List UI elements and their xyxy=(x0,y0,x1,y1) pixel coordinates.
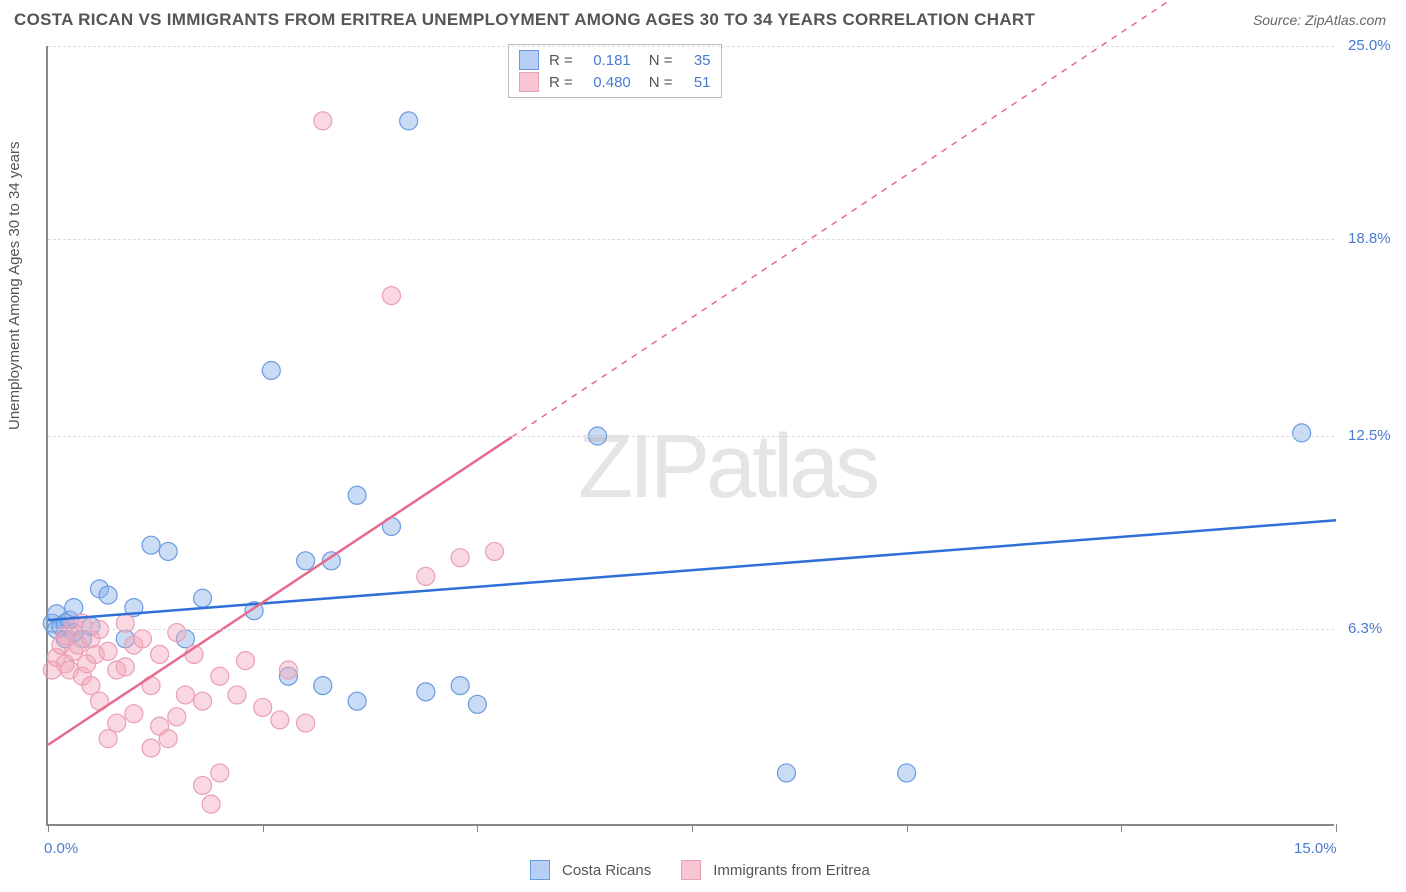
scatter-point xyxy=(108,714,126,732)
x-tick xyxy=(263,824,264,832)
scatter-point xyxy=(176,686,194,704)
scatter-point xyxy=(451,549,469,567)
scatter-point xyxy=(99,586,117,604)
legend-r-label: R = xyxy=(549,52,573,69)
x-tick xyxy=(477,824,478,832)
scatter-point xyxy=(202,795,220,813)
legend-swatch xyxy=(681,860,701,880)
legend-swatch xyxy=(530,860,550,880)
legend-swatch xyxy=(519,72,539,92)
scatter-point xyxy=(236,652,254,670)
scatter-point xyxy=(159,542,177,560)
regression-line xyxy=(48,437,512,745)
y-tick-label: 6.3% xyxy=(1348,620,1382,637)
scatter-point xyxy=(168,708,186,726)
plot-svg xyxy=(48,46,1334,824)
scatter-point xyxy=(211,764,229,782)
scatter-point xyxy=(262,361,280,379)
legend-swatch xyxy=(519,50,539,70)
scatter-point xyxy=(898,764,916,782)
x-tick xyxy=(692,824,693,832)
scatter-point xyxy=(254,698,272,716)
plot-area: ZIPatlas R =0.181N =35R =0.480N =51 6.3%… xyxy=(46,46,1334,826)
scatter-point xyxy=(348,692,366,710)
x-tick xyxy=(48,824,49,832)
scatter-point xyxy=(297,552,315,570)
legend-correlation-row: R = 0.181 N = 35 xyxy=(519,49,711,71)
scatter-point xyxy=(451,677,469,695)
scatter-point xyxy=(133,630,151,648)
legend-n-value: 51 xyxy=(683,74,711,91)
scatter-point xyxy=(297,714,315,732)
regression-line xyxy=(48,520,1336,620)
legend-correlation: R = 0.181 N = 35 R = 0.480 N = 51 xyxy=(508,44,722,98)
legend-correlation-row: R = 0.480 N = 51 xyxy=(519,71,711,93)
scatter-point xyxy=(194,776,212,794)
legend-n-label: N = xyxy=(649,74,673,91)
x-tick xyxy=(907,824,908,832)
legend-r-label: R = xyxy=(549,74,573,91)
legend-r-value: 0.480 xyxy=(583,74,631,91)
gridline xyxy=(48,46,1334,47)
scatter-point xyxy=(99,642,117,660)
scatter-point xyxy=(777,764,795,782)
x-tick xyxy=(1121,824,1122,832)
scatter-point xyxy=(400,112,418,130)
scatter-point xyxy=(228,686,246,704)
scatter-point xyxy=(382,287,400,305)
scatter-point xyxy=(417,567,435,585)
scatter-point xyxy=(314,677,332,695)
scatter-point xyxy=(211,667,229,685)
legend-series-label: Costa Ricans xyxy=(562,862,651,879)
scatter-point xyxy=(271,711,289,729)
scatter-point xyxy=(279,661,297,679)
scatter-point xyxy=(417,683,435,701)
x-tick xyxy=(1336,824,1337,832)
y-axis-label: Unemployment Among Ages 30 to 34 years xyxy=(6,141,23,430)
x-tick-label: 15.0% xyxy=(1294,840,1337,857)
scatter-point xyxy=(125,705,143,723)
scatter-point xyxy=(151,645,169,663)
y-tick-label: 18.8% xyxy=(1348,230,1391,247)
gridline xyxy=(48,239,1334,240)
y-tick-label: 25.0% xyxy=(1348,37,1391,54)
scatter-point xyxy=(194,589,212,607)
gridline xyxy=(48,629,1334,630)
legend-n-value: 35 xyxy=(683,52,711,69)
scatter-point xyxy=(159,730,177,748)
scatter-point xyxy=(142,536,160,554)
scatter-point xyxy=(116,658,134,676)
scatter-point xyxy=(314,112,332,130)
scatter-point xyxy=(168,624,186,642)
legend-series-label: Immigrants from Eritrea xyxy=(713,862,870,879)
scatter-point xyxy=(468,695,486,713)
y-tick-label: 12.5% xyxy=(1348,427,1391,444)
scatter-point xyxy=(194,692,212,710)
x-tick-label: 0.0% xyxy=(44,840,78,857)
gridline xyxy=(48,436,1334,437)
scatter-point xyxy=(142,739,160,757)
legend-series: Costa Ricans Immigrants from Eritrea xyxy=(530,860,888,880)
scatter-point xyxy=(486,542,504,560)
scatter-point xyxy=(1293,424,1311,442)
legend-r-value: 0.181 xyxy=(583,52,631,69)
chart-title: COSTA RICAN VS IMMIGRANTS FROM ERITREA U… xyxy=(14,10,1035,30)
scatter-point xyxy=(348,486,366,504)
source-label: Source: ZipAtlas.com xyxy=(1253,12,1386,28)
legend-n-label: N = xyxy=(649,52,673,69)
